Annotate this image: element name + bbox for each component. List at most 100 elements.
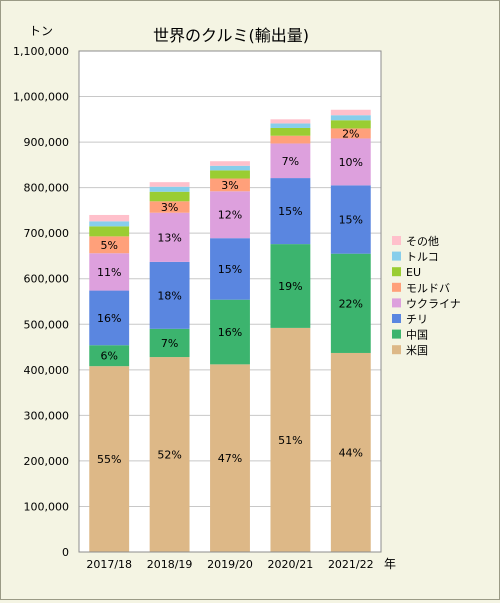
legend-swatch — [392, 329, 401, 339]
bar-segment — [89, 290, 130, 346]
data-label: 51% — [278, 434, 302, 447]
bar-segment — [210, 170, 250, 179]
data-label: 10% — [339, 156, 363, 169]
legend-swatch — [392, 236, 401, 245]
bar-segment — [210, 165, 250, 171]
y-tick-label: 500,000 — [24, 318, 70, 331]
legend-label: モルドバ — [406, 282, 450, 295]
data-label: 5% — [100, 239, 117, 252]
data-label: 15% — [218, 263, 242, 276]
bar-segment — [330, 128, 371, 139]
y-tick-label: 600,000 — [24, 273, 70, 286]
legend-label: その他 — [406, 235, 439, 248]
data-label: 44% — [339, 446, 363, 459]
bar-segment — [270, 178, 311, 245]
bar-segment — [149, 186, 190, 192]
legend-swatch — [392, 298, 401, 308]
data-label: 55% — [97, 453, 121, 466]
bar-segment — [270, 123, 311, 128]
data-label: 15% — [339, 214, 363, 227]
plot-area: 0 100,000 200,000 300,000 400,000 500,000 600,… — [13, 45, 382, 571]
legend-label: 中国 — [406, 329, 428, 342]
data-label: 18% — [157, 289, 181, 302]
bar-segment — [330, 352, 371, 552]
chart-title: 世界のクルミ(輸出量) — [153, 26, 309, 45]
bar-segment — [210, 178, 250, 192]
bar-segment — [270, 143, 311, 179]
bar-segment — [270, 127, 311, 136]
legend-label: EU — [406, 266, 421, 279]
bar-segment — [89, 345, 130, 367]
data-label: 3% — [221, 179, 238, 192]
data-label: 6% — [100, 350, 117, 363]
bar-segment — [89, 366, 130, 552]
data-label: 22% — [339, 297, 363, 310]
bar-segment — [149, 261, 190, 329]
bar-segment — [210, 299, 250, 365]
data-label: 12% — [218, 209, 242, 222]
legend-swatch — [392, 314, 401, 323]
bar-segment — [330, 138, 371, 186]
data-label: 52% — [157, 449, 181, 462]
legend-swatch — [392, 267, 401, 277]
bar-segment — [270, 244, 311, 328]
data-label: 7% — [282, 155, 299, 168]
bar-segment — [89, 253, 130, 291]
legend-swatch — [392, 251, 401, 261]
y-tick-label: 800,000 — [24, 182, 70, 195]
bar-segment — [270, 135, 311, 144]
bar-segment — [330, 109, 371, 116]
bar-segment — [270, 119, 311, 124]
data-label: 11% — [97, 266, 121, 279]
bar-segment — [210, 191, 250, 239]
bar-segment — [270, 327, 311, 552]
bar-segment — [89, 221, 130, 227]
bar-segment — [149, 191, 190, 202]
bar-segment — [89, 236, 130, 254]
data-label: 16% — [97, 312, 121, 325]
bar-segment — [330, 120, 371, 129]
data-label: 16% — [218, 326, 242, 339]
legend-swatch — [392, 282, 401, 292]
legend-label: チリ — [406, 313, 428, 326]
bar-segment — [210, 238, 250, 300]
x-tick-label: 2021/22 — [328, 558, 374, 571]
x-tick-label: 2020/21 — [268, 558, 314, 571]
bar-segment — [149, 182, 190, 187]
y-tick-label: 700,000 — [24, 227, 70, 240]
bar-segment — [89, 214, 130, 222]
plot-border — [78, 50, 382, 553]
bar-segment — [210, 161, 250, 166]
bar-segment — [149, 201, 190, 213]
bar-segment — [330, 115, 371, 121]
bar-segment — [149, 357, 190, 552]
legend-label: ウクライナ — [406, 297, 461, 310]
data-label: 13% — [157, 231, 181, 244]
x-tick-label: 2017/18 — [86, 558, 132, 571]
y-tick-label: 1,000,000 — [13, 91, 69, 104]
x-axis-unit-label: 年 — [384, 557, 396, 571]
bar-segment — [210, 364, 250, 552]
y-axis-unit-label: トン — [29, 24, 53, 38]
bar-segment — [330, 185, 371, 254]
legend-label: 米国 — [406, 344, 428, 357]
bar-segment — [89, 226, 130, 237]
data-label: 15% — [278, 205, 302, 218]
data-label: 47% — [218, 452, 242, 465]
data-label: 3% — [161, 201, 178, 214]
legend-label: トルコ — [406, 251, 439, 264]
bar-segment — [330, 253, 371, 353]
y-tick-label: 0 — [62, 546, 69, 559]
data-label: 19% — [278, 280, 302, 293]
y-tick-label: 100,000 — [24, 500, 70, 513]
y-tick-label: 400,000 — [24, 364, 70, 377]
y-tick-label: 300,000 — [24, 409, 70, 422]
x-tick-label: 2018/19 — [147, 558, 193, 571]
y-tick-label: 1,100,000 — [13, 45, 69, 58]
bar-segment — [149, 328, 190, 358]
y-tick-label: 900,000 — [24, 136, 70, 149]
legend-swatch — [392, 345, 401, 355]
